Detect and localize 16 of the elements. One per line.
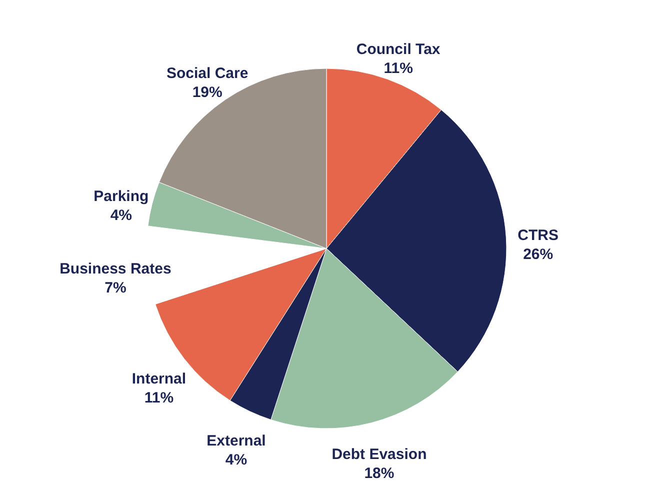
slice-label: Social Care — [166, 65, 248, 82]
slice-label: External — [206, 432, 266, 450]
slice-label: Debt Evasion — [332, 446, 427, 463]
data-label: 19% — [192, 84, 222, 102]
data-label: 11% — [144, 389, 174, 406]
slice-label: Business Rates — [60, 260, 172, 278]
slice-label: Council Tax — [356, 41, 441, 58]
data-label: 18% — [364, 464, 394, 482]
data-label: 4% — [225, 451, 248, 468]
slice-label: Parking — [94, 188, 149, 205]
data-label: 7% — [104, 279, 126, 296]
data-label: 11% — [384, 60, 413, 78]
data-label: 26% — [523, 246, 554, 264]
data-label: 4% — [110, 206, 132, 224]
slice-label: CTRS — [518, 227, 559, 244]
slice-label: Internal — [132, 370, 186, 388]
